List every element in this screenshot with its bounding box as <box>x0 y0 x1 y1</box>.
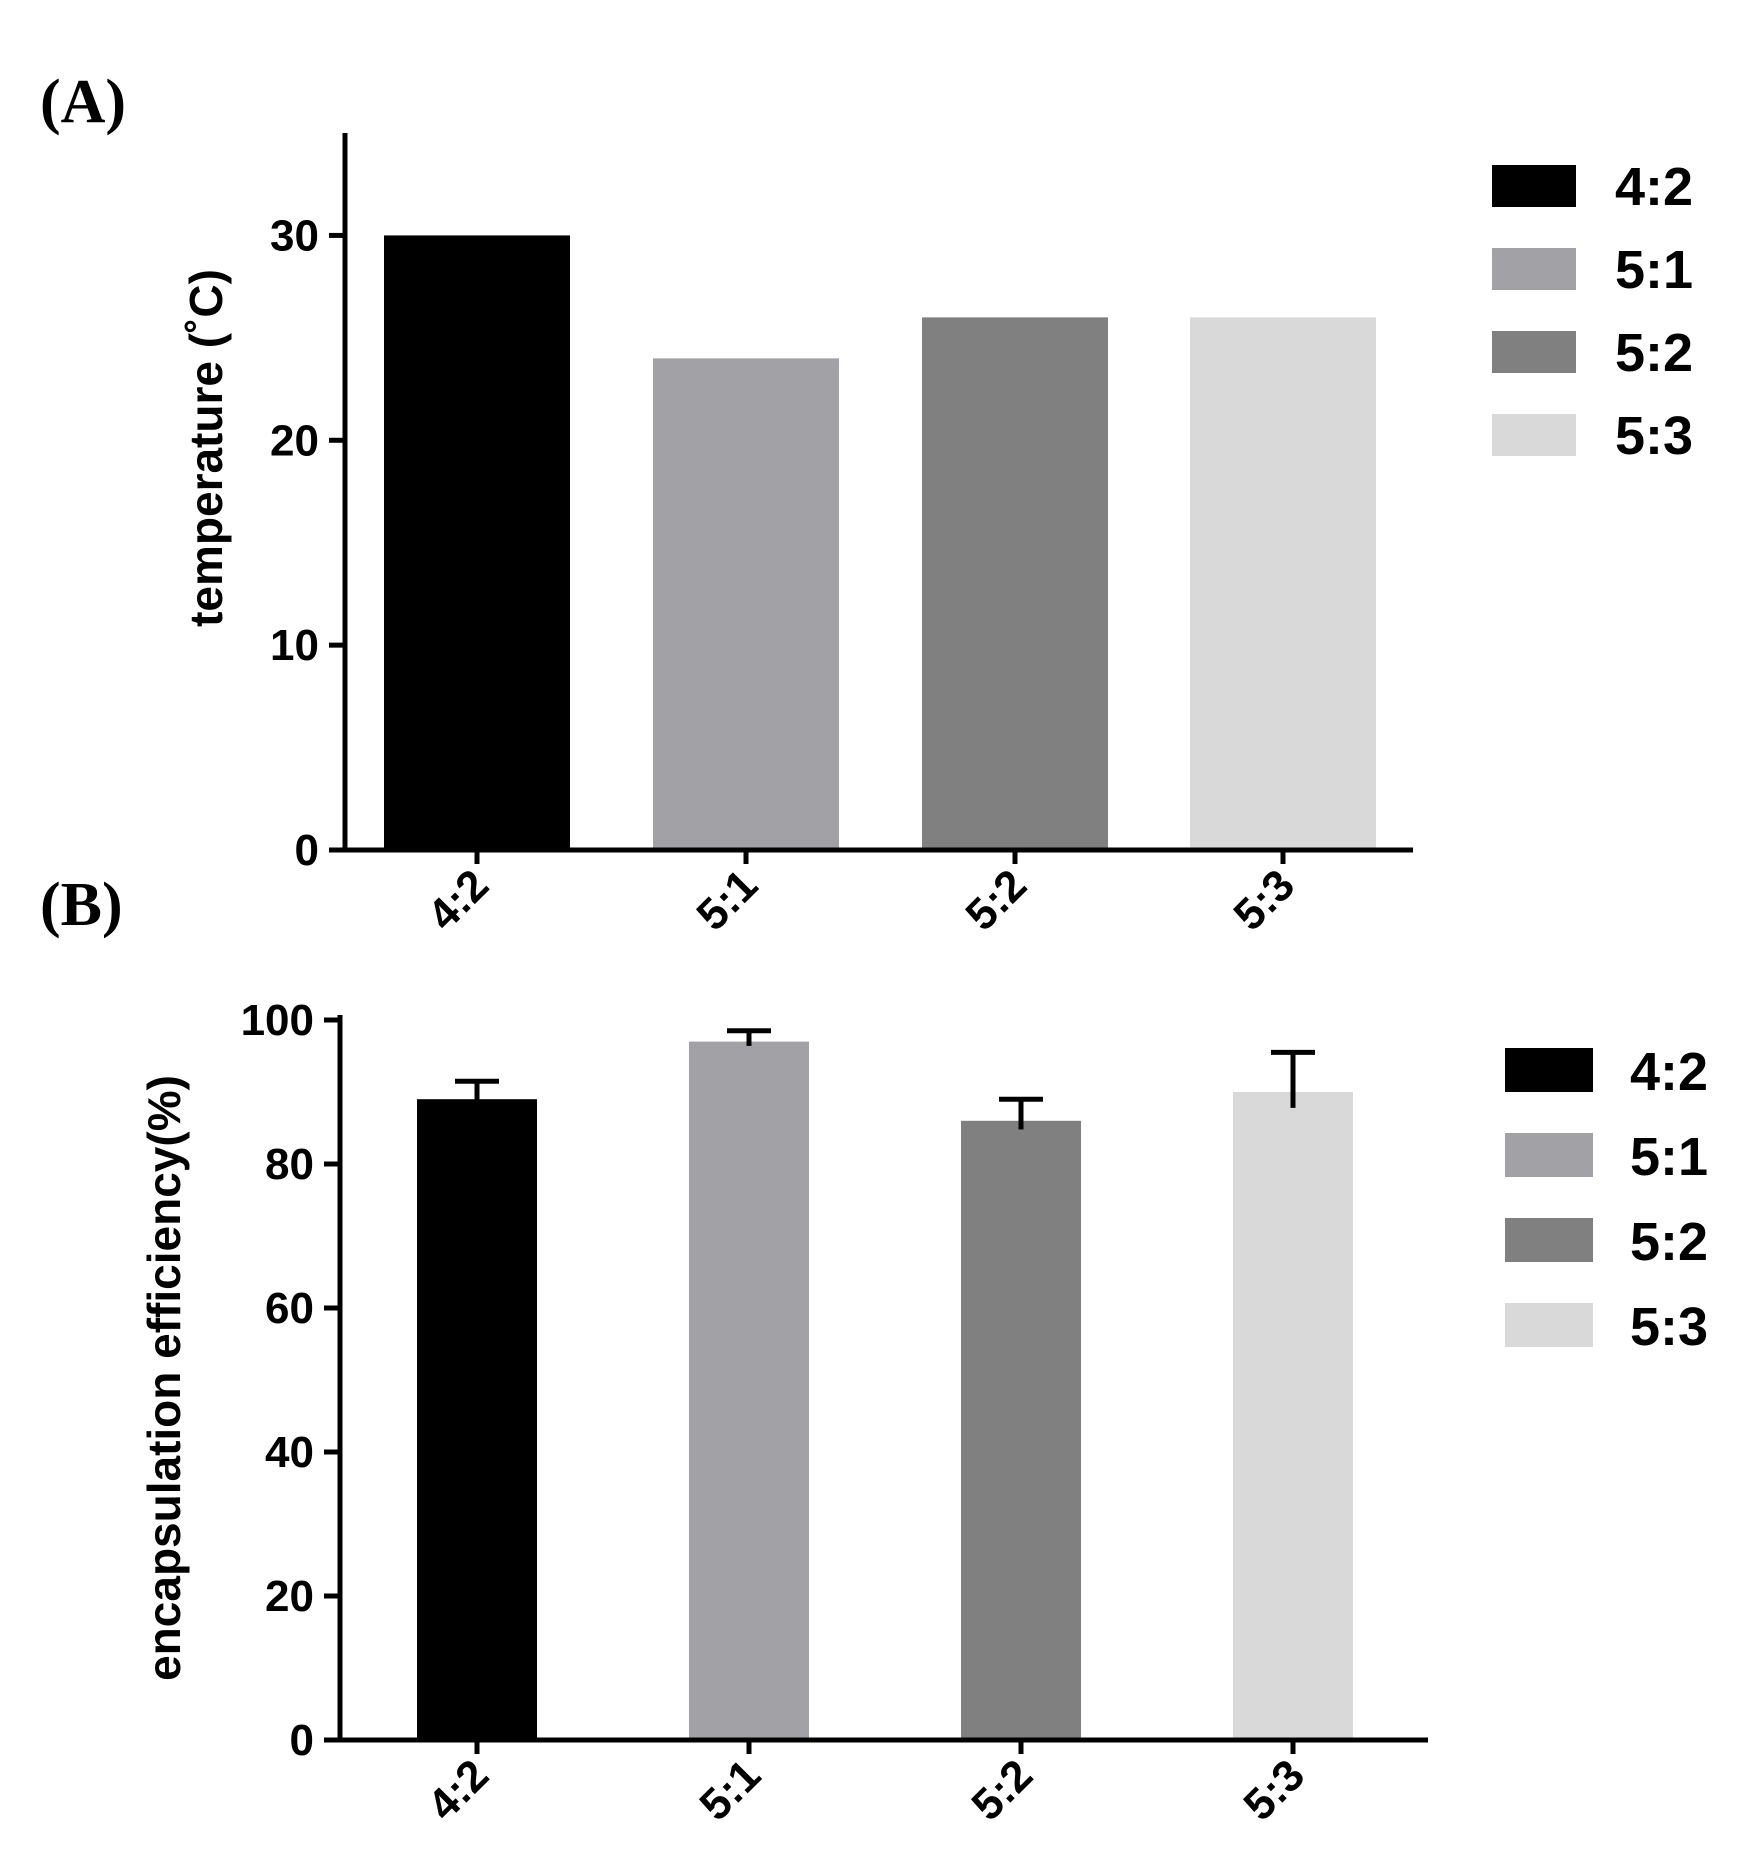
panel-a-legend-label-5-1: 5:1 <box>1615 240 1693 300</box>
panel-b-legend-swatch-5-3 <box>1505 1303 1593 1347</box>
panel-a-y-tick-label-30: 30 <box>270 211 319 260</box>
panel-a-legend: 4:2 5:1 5:2 5:3 <box>1492 157 1693 466</box>
panel-b-y-tick-label-80: 80 <box>265 1140 314 1189</box>
panel-a-x-tick-label-4-2: 4:2 <box>418 860 498 940</box>
panel-b-y-tick-label-100: 100 <box>241 996 314 1045</box>
panel-a-legend-label-5-3: 5:3 <box>1615 406 1693 466</box>
panel-a-x-tick-label-5-3: 5:3 <box>1224 860 1304 940</box>
panel-b-x-tick-label-5-3: 5:3 <box>1234 1750 1314 1830</box>
panel-b-bar-5-3 <box>1233 1092 1353 1740</box>
panel-a-x-tick-label-5-1: 5:1 <box>687 860 767 940</box>
panel-b-x-tick-label-5-1: 5:1 <box>690 1750 770 1830</box>
panel-b-legend-swatch-5-1 <box>1505 1133 1593 1177</box>
panel-b-bar-5-2 <box>961 1120 1081 1740</box>
panel-a-y-tick-label-0: 0 <box>295 826 319 875</box>
panel-a-y-tick-label-20: 20 <box>270 416 319 465</box>
panel-a-y-axis-title: temperature (˚C) <box>180 269 232 627</box>
panel-a-legend-label-4-2: 4:2 <box>1615 157 1693 217</box>
panel-a-x-tick-label-5-2: 5:2 <box>956 860 1036 940</box>
panel-b-y-tick-label-0: 0 <box>290 1716 314 1765</box>
panel-b-bar-5-1 <box>689 1041 809 1740</box>
panel-a-bars <box>384 235 1376 850</box>
panel-b-legend-label-5-2: 5:2 <box>1630 1212 1708 1272</box>
panel-b-y-axis-title: encapsulation efficiency(%) <box>138 1075 190 1681</box>
panel-a-bar-5-3 <box>1190 317 1376 850</box>
panel-a-label: (A) <box>40 68 126 136</box>
panel-a-y-tick-label-10: 10 <box>270 621 319 670</box>
panel-b-legend: 4:2 5:1 5:2 5:3 <box>1505 1042 1708 1357</box>
panel-b-bar-4-2 <box>417 1099 537 1740</box>
panel-b-x-tick-label-4-2: 4:2 <box>418 1750 498 1830</box>
panel-b-y-tick-label-40: 40 <box>265 1428 314 1477</box>
panel-a-bar-4-2 <box>384 235 570 850</box>
panel-a-legend-swatch-5-1 <box>1492 248 1576 290</box>
panel-b-error-bars <box>455 1028 1315 1130</box>
panel-b-legend-swatch-5-2 <box>1505 1218 1593 1262</box>
panel-b-y-ticks: 0 20 40 60 80 100 <box>241 996 340 1765</box>
panel-b-legend-label-4-2: 4:2 <box>1630 1042 1708 1102</box>
panel-b-legend-label-5-1: 5:1 <box>1630 1127 1708 1187</box>
panel-a-y-ticks: 0 10 20 30 <box>270 211 345 875</box>
panel-a-legend-swatch-4-2 <box>1492 165 1576 207</box>
panel-b-legend-label-5-3: 5:3 <box>1630 1297 1708 1357</box>
panel-b-legend-swatch-4-2 <box>1505 1048 1593 1092</box>
panel-a-legend-label-5-2: 5:2 <box>1615 323 1693 383</box>
panel-b-x-tick-label-5-2: 5:2 <box>962 1750 1042 1830</box>
panel-b-y-tick-label-20: 20 <box>265 1572 314 1621</box>
panel-a-legend-swatch-5-2 <box>1492 331 1576 373</box>
panel-b-label: (B) <box>40 871 123 939</box>
panel-a-bar-5-2 <box>922 317 1108 850</box>
panel-a-x-ticks: 4:2 5:1 5:2 5:3 <box>418 850 1304 940</box>
panel-a-legend-swatch-5-3 <box>1492 414 1576 456</box>
panel-b-y-tick-label-60: 60 <box>265 1284 314 1333</box>
panel-b-bars <box>417 1041 1353 1740</box>
panel-a-bar-5-1 <box>653 358 839 850</box>
panel-b-x-ticks: 4:2 5:1 5:2 5:3 <box>418 1740 1314 1830</box>
panel-a: (A) 0 10 20 30 4:2 5:1 5:2 5:3 temperature (˚C… <box>40 68 1693 940</box>
panel-b: (B) 0 20 40 60 80 100 4:2 5:1 5:2 5:3 encapsulat… <box>40 871 1708 1830</box>
